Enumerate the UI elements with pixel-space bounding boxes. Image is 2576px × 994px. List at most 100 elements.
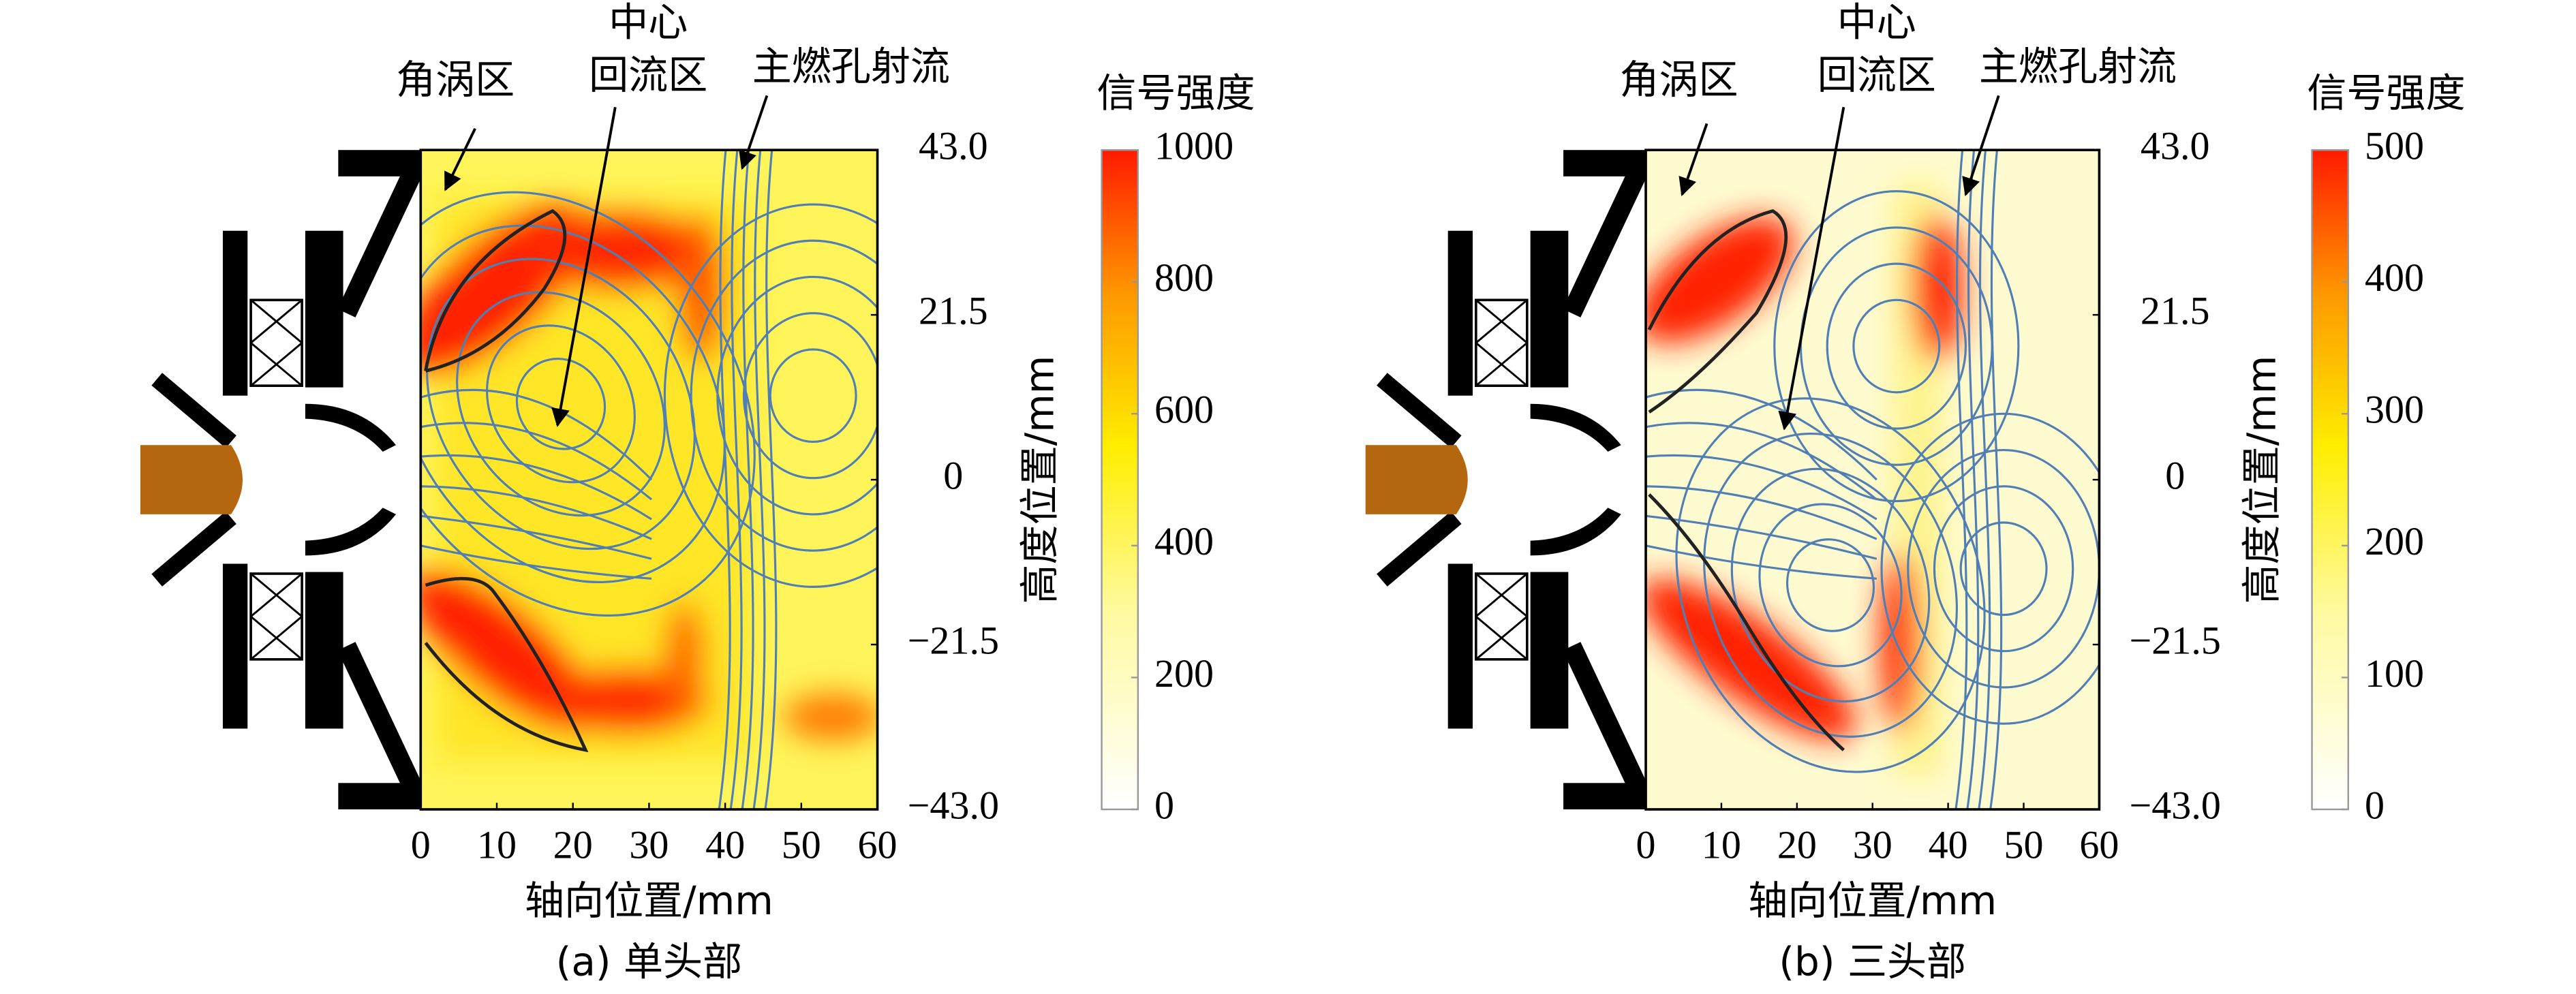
streamline bbox=[420, 454, 652, 521]
colorbar-tick-label: 0 bbox=[2365, 783, 2385, 827]
colorbar-tick-label: 800 bbox=[1154, 255, 1214, 300]
annotation: 主燃孔射流 bbox=[1979, 44, 2177, 90]
x-tick-label: 10 bbox=[477, 822, 517, 867]
streamline bbox=[1852, 298, 1941, 394]
streamline bbox=[420, 514, 652, 560]
hot-spot bbox=[1646, 217, 1794, 343]
streamline bbox=[1646, 454, 1877, 521]
hot-spot bbox=[527, 211, 709, 290]
y-tick-label: −21.5 bbox=[2130, 618, 2221, 662]
y-tick-label: 21.5 bbox=[2141, 288, 2210, 332]
streamline bbox=[1646, 485, 1877, 540]
streamline bbox=[741, 150, 754, 810]
hot-spot bbox=[664, 602, 705, 717]
streamline bbox=[420, 485, 652, 540]
hot-region bbox=[1646, 183, 1963, 777]
colorbar bbox=[2311, 149, 2349, 811]
streamline bbox=[420, 191, 756, 617]
x-tick-label: 50 bbox=[2004, 822, 2044, 867]
streamline bbox=[1978, 150, 1991, 810]
region-outline bbox=[424, 208, 567, 373]
hot-spot bbox=[1913, 214, 1963, 363]
colorbar-tick-label: 100 bbox=[2365, 651, 2424, 696]
streamline bbox=[1646, 422, 1877, 501]
annotation-arrow bbox=[444, 127, 476, 191]
x-tick-label: 0 bbox=[411, 822, 431, 867]
x-tick-label: 10 bbox=[1702, 822, 1741, 867]
streamline bbox=[420, 422, 653, 501]
hot-spot bbox=[1646, 578, 1856, 741]
streamline bbox=[1959, 521, 2048, 617]
streamline bbox=[1730, 467, 1931, 703]
streamline bbox=[1954, 150, 1968, 810]
y-tick-label: −21.5 bbox=[908, 618, 999, 662]
region-outline bbox=[1648, 493, 1845, 751]
colorbar-tick-label: 300 bbox=[2365, 388, 2424, 432]
y-axis-label: 高度位置/mm bbox=[2238, 356, 2284, 604]
y-axis-label: 高度位置/mm bbox=[1017, 356, 1063, 604]
x-tick-label: 60 bbox=[858, 822, 898, 867]
x-tick-label: 40 bbox=[705, 822, 745, 867]
region-outline bbox=[1647, 209, 1788, 414]
annotation-arrow bbox=[1962, 95, 2000, 197]
streamline bbox=[456, 291, 666, 517]
y-tick-label: 43.0 bbox=[2141, 124, 2210, 168]
hardware bbox=[1366, 150, 1646, 809]
y-tick-label: −43.0 bbox=[2130, 783, 2221, 827]
annotation: 中心 bbox=[1837, 0, 1916, 45]
streamline bbox=[420, 224, 726, 584]
annotation-arrow bbox=[1678, 123, 1708, 197]
field bbox=[1646, 150, 2100, 810]
streamline bbox=[426, 258, 696, 550]
y-tick-label: 0 bbox=[943, 453, 963, 497]
streamline bbox=[420, 544, 652, 580]
x-tick-label: 30 bbox=[1853, 822, 1892, 867]
streamlines bbox=[1646, 150, 2100, 810]
y-tick-label: −43.0 bbox=[908, 783, 999, 827]
streamline bbox=[1646, 514, 1877, 560]
x-tick-label: 30 bbox=[629, 822, 669, 867]
streamline bbox=[1646, 544, 1877, 580]
annotation-arrow bbox=[1778, 106, 1845, 431]
streamline bbox=[1785, 538, 1875, 632]
colorbar-tick-label: 200 bbox=[2365, 519, 2424, 563]
streamline bbox=[1933, 485, 2074, 653]
annotation: 中心 bbox=[609, 0, 688, 45]
streamline bbox=[420, 388, 653, 481]
annotation: 角涡区 bbox=[1619, 57, 1738, 103]
region-outline bbox=[424, 576, 589, 753]
x-axis-label: 轴向位置/mm bbox=[525, 877, 773, 924]
colorbar-tick-label: 1000 bbox=[1154, 124, 1233, 168]
annotation-arrow bbox=[551, 106, 617, 427]
x-tick-label: 60 bbox=[2079, 822, 2119, 867]
colorbar-tick-label: 0 bbox=[1154, 783, 1174, 827]
hot-spot bbox=[677, 214, 724, 363]
streamline bbox=[769, 348, 857, 444]
caption: (b) 三头部 bbox=[1779, 939, 1966, 985]
streamline bbox=[1880, 412, 2100, 725]
streamline bbox=[1758, 503, 1903, 668]
streamline bbox=[1907, 449, 2100, 689]
x-tick-label: 40 bbox=[1929, 822, 1968, 867]
x-tick-label: 0 bbox=[1636, 822, 1656, 867]
streamline bbox=[752, 150, 766, 810]
streamline bbox=[486, 324, 636, 484]
streamline bbox=[515, 358, 607, 450]
annotation-arrow bbox=[739, 95, 769, 170]
colorbar-tick-label: 500 bbox=[2365, 124, 2424, 168]
streamline bbox=[718, 150, 731, 810]
caption: (a) 单头部 bbox=[556, 939, 742, 985]
hot-spot bbox=[1880, 552, 1920, 734]
colorbar bbox=[1101, 149, 1139, 811]
x-tick-label: 50 bbox=[782, 822, 821, 867]
colorbar-tick-label: 600 bbox=[1154, 388, 1214, 432]
colorbar-tick-label: 400 bbox=[2365, 255, 2424, 300]
annotation: 回流区 bbox=[1818, 52, 1936, 98]
streamline bbox=[663, 203, 878, 588]
streamline bbox=[716, 275, 878, 516]
annotation: 主燃孔射流 bbox=[752, 44, 950, 90]
streamline bbox=[1989, 150, 2003, 810]
field bbox=[420, 150, 878, 810]
